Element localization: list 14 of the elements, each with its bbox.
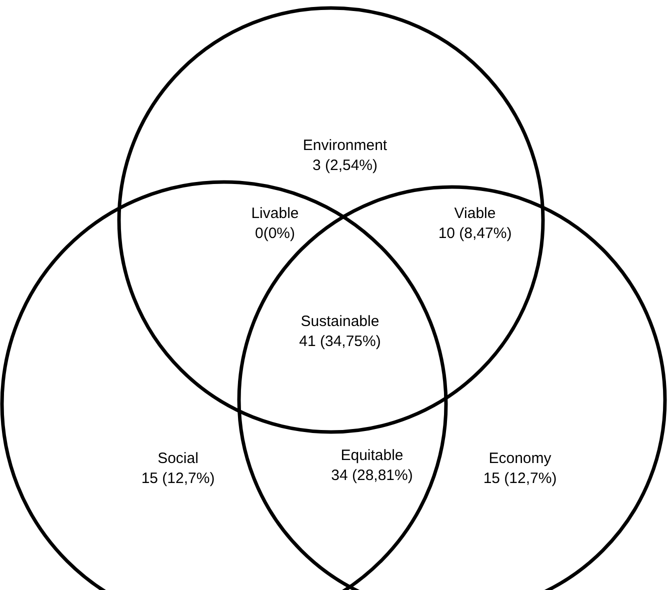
category-label: Social [158, 450, 198, 467]
category-label: Equitable [340, 447, 404, 464]
data-label: 15 (12,7%) [483, 470, 557, 487]
data-label: 41 (34,75%) [299, 333, 381, 350]
data-label: 3 (2,54%) [312, 157, 378, 174]
data-label: 10 (8,47%) [438, 225, 512, 242]
category-label: Economy [488, 450, 552, 467]
category-label: Livable [251, 205, 299, 222]
data-label: 34 (28,81%) [331, 467, 413, 484]
category-label: Sustainable [300, 313, 380, 330]
data-label: 0(0%) [254, 225, 296, 242]
data-label: 15 (12,7%) [141, 470, 215, 487]
category-label: Environment [302, 137, 388, 154]
category-label: Viable [454, 205, 496, 222]
